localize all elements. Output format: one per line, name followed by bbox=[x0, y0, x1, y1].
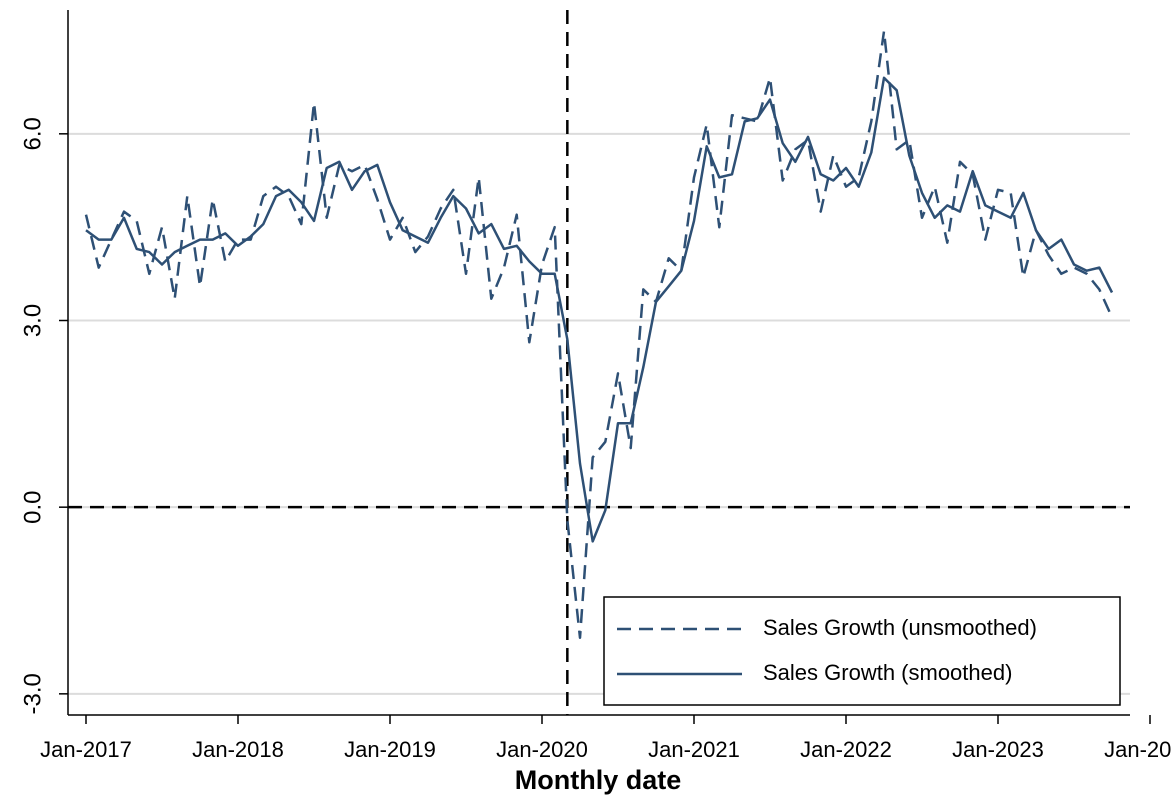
y-tick-label: 6.0 bbox=[19, 117, 46, 150]
x-tick-label: Jan-2022 bbox=[800, 737, 892, 762]
y-tick-label: -3.0 bbox=[19, 673, 46, 714]
x-tick-label: Jan-2018 bbox=[192, 737, 284, 762]
legend-box bbox=[603, 596, 1121, 706]
legend-label: Sales Growth (smoothed) bbox=[763, 660, 1012, 685]
y-tick-label: 0.0 bbox=[19, 490, 46, 523]
y-tick-label: 3.0 bbox=[19, 304, 46, 337]
legend-label: Sales Growth (unsmoothed) bbox=[763, 615, 1037, 640]
x-tick-label: Jan-2017 bbox=[40, 737, 132, 762]
x-tick-label: Jan-2023 bbox=[952, 737, 1044, 762]
series-line bbox=[85, 76, 1114, 543]
x-tick-label: Jan-2024 bbox=[1104, 737, 1171, 762]
x-axis-label: Monthly date bbox=[515, 765, 682, 795]
x-tick-label: Jan-2021 bbox=[648, 737, 740, 762]
x-tick-label: Jan-2020 bbox=[496, 737, 588, 762]
x-tick-label: Jan-2019 bbox=[344, 737, 436, 762]
series-line bbox=[84, 29, 1114, 640]
